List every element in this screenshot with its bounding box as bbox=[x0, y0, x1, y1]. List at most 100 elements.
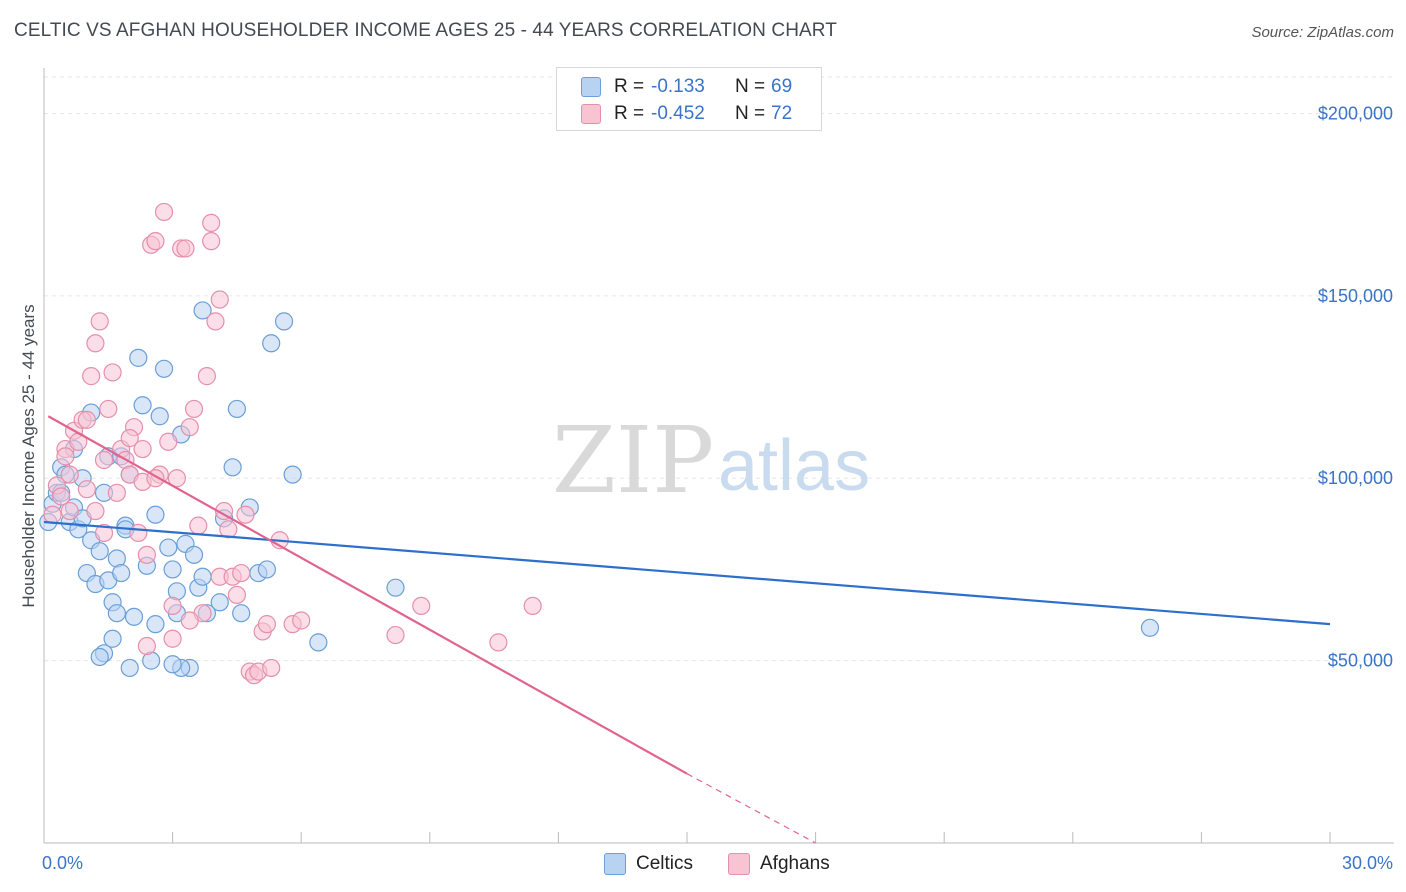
celtics-point bbox=[257, 560, 277, 579]
trend-lines bbox=[43, 415, 1331, 844]
afghans-point bbox=[159, 432, 178, 451]
afghans-trend-line bbox=[47, 415, 688, 775]
y-axis-label: Householder Income Ages 25 - 44 years bbox=[19, 304, 38, 607]
r-value: -0.452 bbox=[651, 103, 705, 124]
afghans-point bbox=[77, 410, 96, 429]
afghans-legend-label: Afghans bbox=[760, 853, 830, 874]
afghans-point bbox=[189, 516, 208, 535]
afghans-point bbox=[236, 505, 255, 524]
axes bbox=[43, 68, 1394, 844]
afghans-point bbox=[227, 585, 246, 605]
watermark-atlas: atlas bbox=[718, 426, 870, 506]
afghans-point bbox=[262, 658, 281, 678]
afghans-point bbox=[146, 232, 165, 251]
celtics-swatch bbox=[581, 77, 601, 97]
source-credit: Source: ZipAtlas.com bbox=[1251, 24, 1394, 41]
celtics-point bbox=[1140, 618, 1160, 637]
afghans-point bbox=[154, 202, 174, 222]
afghans-point bbox=[176, 239, 195, 258]
afghans-points bbox=[43, 202, 542, 685]
r-value: -0.133 bbox=[651, 76, 705, 97]
celtics-point bbox=[262, 334, 281, 353]
afghans-trend-extension bbox=[686, 773, 816, 844]
chart-title: CELTIC VS AFGHAN HOUSEHOLDER INCOME AGES… bbox=[14, 20, 837, 41]
afghans-point bbox=[133, 439, 152, 459]
afghans-swatch bbox=[581, 104, 601, 124]
celtics-point bbox=[163, 655, 182, 674]
celtics-point bbox=[283, 465, 302, 484]
y-tick-label: $150,000 bbox=[1318, 286, 1393, 306]
celtics-point bbox=[193, 567, 212, 586]
celtics-point bbox=[184, 545, 204, 564]
y-tick-label: $50,000 bbox=[1328, 651, 1393, 671]
afghans-point bbox=[120, 429, 139, 448]
celtics-point bbox=[124, 607, 144, 626]
celtics-point bbox=[163, 560, 182, 579]
afghans-point bbox=[167, 469, 186, 488]
r-label: R = bbox=[614, 76, 645, 97]
x-tick-label-max: 30.0% bbox=[1342, 853, 1393, 873]
afghans-point bbox=[210, 290, 229, 309]
afghans-point bbox=[202, 213, 221, 233]
celtics-point bbox=[107, 604, 126, 623]
celtics-point bbox=[129, 348, 148, 367]
afghans-point bbox=[137, 545, 156, 564]
celtics-point bbox=[154, 359, 174, 378]
celtics-point bbox=[223, 458, 242, 477]
celtics-legend-swatch bbox=[604, 853, 626, 875]
celtics-point bbox=[309, 633, 328, 652]
celtics-point bbox=[274, 312, 294, 331]
watermark-zip: ZIP bbox=[552, 407, 714, 514]
celtics-point bbox=[133, 396, 152, 415]
afghans-point bbox=[163, 629, 182, 648]
afghans-point bbox=[86, 501, 105, 521]
afghans-point bbox=[86, 334, 105, 353]
afghans-point bbox=[219, 520, 238, 539]
x-tick-label-min: 0.0% bbox=[42, 853, 83, 873]
celtics-point bbox=[386, 578, 405, 597]
afghans-point bbox=[180, 611, 199, 630]
afghans-point bbox=[489, 633, 508, 652]
celtics-point bbox=[120, 658, 139, 678]
afghans-point bbox=[60, 465, 79, 484]
n-value: 69 bbox=[771, 76, 793, 97]
afghans-point bbox=[129, 523, 148, 543]
afghans-point bbox=[163, 596, 182, 616]
afghans-point bbox=[257, 615, 277, 634]
afghans-point bbox=[386, 625, 405, 645]
y-tick-labels: $50,000 $100,000 $150,000 $200,000 bbox=[1318, 103, 1393, 670]
y-tick-label: $200,000 bbox=[1318, 103, 1393, 123]
celtics-point bbox=[210, 593, 229, 612]
y-tick-label: $100,000 bbox=[1318, 468, 1393, 488]
n-label: N = bbox=[735, 103, 766, 124]
celtics-point bbox=[232, 604, 251, 623]
afghans-point bbox=[56, 447, 75, 466]
celtics-point bbox=[112, 563, 131, 583]
celtics-point bbox=[227, 399, 246, 419]
afghans-point bbox=[60, 501, 79, 521]
afghans-point bbox=[94, 523, 114, 543]
afghans-point bbox=[206, 312, 225, 331]
celtics-point bbox=[150, 407, 169, 426]
afghans-point bbox=[184, 399, 204, 419]
afghans-point bbox=[107, 483, 126, 502]
afghans-point bbox=[180, 418, 199, 437]
n-value: 72 bbox=[771, 103, 793, 124]
afghans-point bbox=[197, 367, 216, 386]
afghans-point bbox=[99, 399, 118, 419]
afghans-point bbox=[412, 596, 431, 616]
celtics-legend-label: Celtics bbox=[636, 853, 694, 874]
afghans-point bbox=[52, 487, 71, 506]
celtics-point bbox=[159, 538, 178, 557]
afghans-point bbox=[90, 312, 109, 331]
celtics-point bbox=[90, 647, 109, 667]
afghans-point bbox=[43, 505, 62, 524]
afghans-point bbox=[94, 450, 114, 470]
celtics-point bbox=[90, 542, 109, 561]
celtics-trend-line bbox=[43, 520, 1331, 626]
afghans-point bbox=[82, 367, 101, 386]
r-label: R = bbox=[614, 103, 645, 124]
afghans-point bbox=[232, 563, 251, 583]
n-label: N = bbox=[735, 76, 766, 97]
